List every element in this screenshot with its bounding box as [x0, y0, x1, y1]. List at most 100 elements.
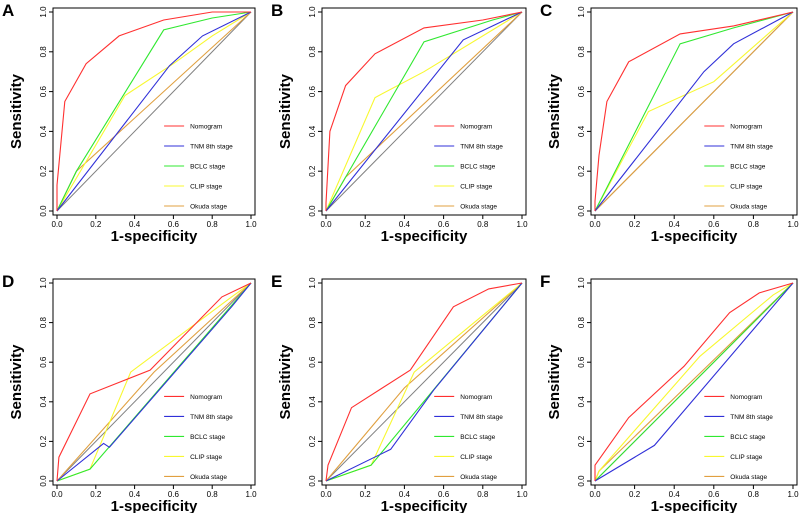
y-tick-label: 0.8: [577, 46, 586, 58]
reference-diagonal: [325, 11, 523, 212]
x-axis-title: 1-specificity: [111, 498, 198, 513]
panel-label-a: A: [2, 1, 14, 20]
y-tick-label: 0.2: [577, 165, 586, 177]
plot-frame: [52, 278, 256, 486]
y-tick-label: 0.6: [577, 356, 586, 368]
series-line-bclc-stage: [594, 282, 794, 482]
x-tick-label: 1.0: [245, 220, 257, 229]
y-tick-label: 0.0: [577, 205, 586, 217]
y-axis-title: Sensitivity: [277, 73, 294, 149]
x-tick-label: 0.8: [748, 220, 760, 229]
y-axis-title: Sensitivity: [8, 73, 25, 149]
x-axis-title: 1-specificity: [381, 228, 468, 245]
legend-entry: TNM 8th stage: [730, 143, 773, 150]
legend-entry: BCLC stage: [460, 163, 495, 170]
x-tick-label: 0.8: [207, 220, 219, 229]
y-tick-label: 0.6: [39, 85, 48, 97]
x-tick-label: 1.0: [787, 220, 799, 229]
series-line-okuda-stage: [56, 282, 252, 482]
y-axis-title: Sensitivity: [8, 344, 25, 420]
x-tick-label: 0.2: [360, 220, 372, 229]
series-line-tnm-8th-stage: [56, 282, 252, 482]
series-line-nomogram: [325, 282, 523, 482]
series-line-clip-stage: [594, 282, 794, 482]
legend-entry: CLIP stage: [460, 183, 492, 190]
legend-entry: TNM 8th stage: [190, 143, 233, 150]
y-tick-label: 1.0: [308, 6, 317, 18]
x-tick-label: 0.2: [629, 220, 641, 229]
series-line-tnm-8th-stage: [594, 11, 794, 212]
series-line-clip-stage: [594, 11, 794, 212]
legend: Nomogram TNM 8th stage BCLC stage CLIP stag…: [434, 394, 503, 481]
series-line-tnm-8th-stage: [594, 282, 794, 482]
legend-entry: BCLC stage: [190, 163, 225, 170]
y-tick-label: 0.2: [308, 435, 317, 447]
x-tick-label: 1.0: [516, 490, 528, 499]
x-axis-title: 1-specificity: [111, 228, 198, 245]
x-tick-label: 0.8: [207, 490, 219, 499]
legend-entry: TNM 8th stage: [190, 414, 233, 421]
x-tick-label: 0.0: [51, 220, 63, 229]
x-tick-label: 0.0: [320, 490, 332, 499]
x-tick-label: 1.0: [787, 490, 799, 499]
y-tick-label: 0.2: [39, 165, 48, 177]
legend-entry: BCLC stage: [460, 434, 495, 441]
x-tick-label: 0.0: [320, 220, 332, 229]
x-tick-label: 1.0: [245, 490, 257, 499]
series-line-tnm-8th-stage: [325, 11, 523, 212]
panel-a: A 0.0 0.2 0.4 0.6 0.8 1.0 0.0 0.2 0.4 0.6 0.8 1.0 1-s…: [2, 1, 257, 245]
x-tick-label: 0.8: [477, 490, 489, 499]
y-tick-label: 0.8: [308, 46, 317, 58]
y-tick-label: 0.0: [308, 475, 317, 487]
series-line-bclc-stage: [594, 11, 794, 212]
x-tick-label: 0.0: [589, 490, 601, 499]
legend-entry: Okuda stage: [460, 474, 497, 481]
panel-label-b: B: [271, 1, 283, 20]
series-line-nomogram: [594, 282, 794, 481]
series-line-nomogram: [56, 11, 251, 211]
x-tick-label: 0.6: [708, 490, 720, 499]
y-tick-label: 0.6: [308, 85, 317, 97]
panel-label-d: D: [2, 272, 14, 291]
reference-diagonal: [325, 282, 523, 482]
plot-frame: [590, 278, 798, 486]
y-tick-label: 0.4: [308, 396, 317, 408]
x-tick-label: 0.6: [438, 220, 450, 229]
series-line-nomogram: [56, 282, 252, 482]
y-tick-label: 0.6: [39, 356, 48, 368]
x-tick-label: 0.4: [399, 220, 411, 229]
x-axis-title: 1-specificity: [381, 498, 468, 513]
x-tick-label: 0.4: [129, 220, 141, 229]
series-line-clip-stage: [56, 11, 252, 212]
series-line-tnm-8th-stage: [56, 11, 252, 212]
panel-f: F 0.0 0.2 0.4 0.6 0.8 1.0 0.0 0.2 0.4 0.6 0.8 1.0 1-s…: [540, 272, 799, 513]
legend: Nomogram TNM 8th stage BCLC stage CLIP stag…: [434, 123, 503, 210]
legend-entry: CLIP stage: [730, 183, 762, 190]
legend-entry: BCLC stage: [730, 434, 765, 441]
plot-frame: [321, 7, 527, 216]
x-axis-title: 1-specificity: [651, 498, 738, 513]
series-line-bclc-stage: [56, 11, 252, 212]
x-tick-label: 0.6: [168, 490, 180, 499]
series-line-bclc-stage: [56, 282, 252, 482]
x-tick-label: 0.4: [669, 220, 681, 229]
x-tick-label: 0.6: [168, 220, 180, 229]
plot-frame: [52, 7, 256, 216]
y-tick-label: 0.0: [577, 475, 586, 487]
y-axis-title: Sensitivity: [277, 344, 294, 420]
y-tick-label: 0.2: [577, 435, 586, 447]
y-axis-title: Sensitivity: [546, 73, 563, 149]
legend-entry: Nomogram: [460, 394, 492, 401]
series-line-nomogram: [325, 11, 523, 211]
y-tick-label: 0.8: [308, 316, 317, 328]
series-line-okuda-stage: [594, 11, 794, 212]
plot-frame: [590, 7, 798, 216]
x-tick-label: 0.2: [629, 490, 641, 499]
x-tick-label: 0.6: [708, 220, 720, 229]
legend-entry: Okuda stage: [190, 203, 227, 210]
y-tick-label: 0.6: [308, 356, 317, 368]
x-tick-label: 0.4: [129, 490, 141, 499]
y-tick-label: 1.0: [577, 277, 586, 289]
legend: Nomogram TNM 8th stage BCLC stage CLIP stag…: [164, 123, 233, 210]
y-tick-label: 0.4: [39, 396, 48, 408]
